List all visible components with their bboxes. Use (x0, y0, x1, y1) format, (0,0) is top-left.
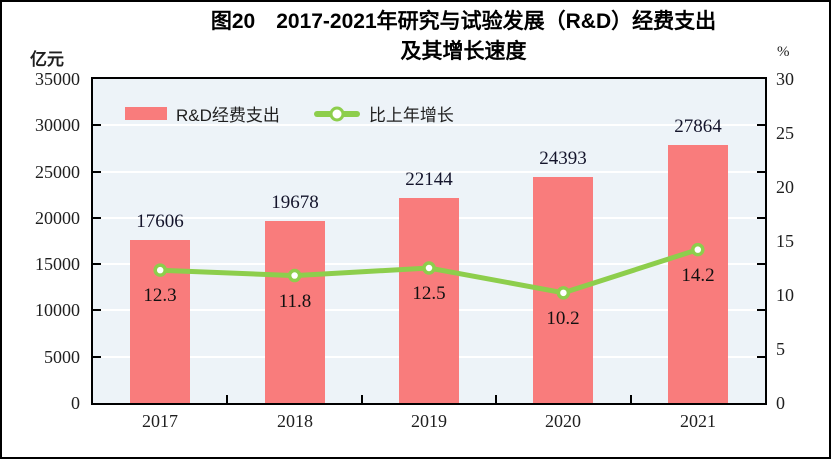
x-axis-label-2017: 2017 (142, 411, 178, 431)
left-axis-tick (93, 171, 101, 173)
growth-marker-2019 (422, 261, 436, 275)
left-axis-tick (93, 124, 101, 126)
growth-line-plot (153, 242, 705, 300)
growth-value-label-2019: 12.5 (412, 283, 446, 304)
bar-value-label-2017: 17606 (136, 211, 184, 232)
right-axis-tick-label: 25 (776, 123, 794, 143)
left-axis-tick (93, 217, 101, 219)
left-axis-tick-label: 30000 (35, 115, 80, 135)
x-axis-label-2020: 2020 (545, 411, 581, 431)
left-axis-tick-label: 15000 (35, 254, 80, 274)
right-axis-tick-label: 10 (776, 285, 794, 305)
bar-2021 (668, 145, 728, 403)
bar-value-label-2019: 22144 (405, 169, 453, 190)
legend-item-growth: 比上年增长 (313, 101, 454, 126)
right-axis-tick-label: 15 (776, 231, 794, 251)
chart-title-line1: 图20 2017-2021年研究与试验发展（R&D）经费支出 (210, 10, 717, 33)
x-axis-label-2019: 2019 (411, 411, 447, 431)
growth-marker-2017 (153, 263, 167, 277)
x-axis-label-2018: 2018 (277, 411, 313, 431)
legend-label-rd-expenditure: R&D经费支出 (176, 106, 280, 125)
right-axis-tick (757, 217, 765, 219)
left-axis-tick-label: 10000 (35, 300, 80, 320)
left-axis-tick-label: 25000 (35, 162, 80, 182)
x-axis-tick (495, 395, 497, 403)
chart-title: 图20 2017-2021年研究与试验发展（R&D）经费支出 及其增长速度 (2, 7, 829, 67)
right-axis-tick (757, 171, 765, 173)
right-axis-unit-label: % (777, 44, 790, 60)
right-axis-tick (757, 124, 765, 126)
bar-2018 (265, 221, 325, 403)
bar-series-swatch-icon (125, 107, 167, 120)
line-marker-icon (329, 106, 345, 121)
right-axis-tick (757, 263, 765, 265)
growth-value-label-2020: 10.2 (546, 308, 580, 329)
x-axis-tick (226, 395, 228, 403)
right-axis-tick-label: 20 (776, 177, 794, 197)
growth-marker-2021 (691, 242, 705, 257)
left-axis-tick-label: 35000 (35, 69, 80, 89)
right-axis-tick-label: 0 (776, 393, 785, 413)
left-axis-tick (93, 263, 101, 265)
bar-2019 (399, 198, 459, 403)
right-axis-tick-label: 30 (776, 69, 794, 89)
left-axis-tick-label: 20000 (35, 208, 80, 228)
left-axis-tick (93, 356, 101, 358)
x-axis-label-2021: 2021 (680, 411, 716, 431)
right-axis-tick (757, 309, 765, 311)
legend: R&D经费支出 比上年增长 (125, 101, 454, 126)
growth-marker-2018 (287, 268, 302, 283)
chart-title-line2: 及其增长速度 (400, 40, 527, 63)
growth-value-label-2017: 12.3 (143, 285, 177, 306)
gridline (93, 124, 765, 126)
line-series-swatch-icon (313, 106, 360, 121)
right-axis-tick-label: 5 (776, 339, 785, 359)
x-axis-tick (361, 395, 363, 403)
left-axis-tick (93, 309, 101, 311)
growth-marker-2020 (556, 286, 571, 300)
left-axis-unit-label: 亿元 (30, 50, 64, 69)
bar-value-label-2021: 27864 (674, 116, 722, 137)
left-axis-tick-label: 5000 (44, 347, 80, 367)
legend-label-growth: 比上年增长 (368, 106, 454, 125)
bar-value-label-2020: 24393 (539, 148, 587, 169)
growth-value-label-2021: 14.2 (681, 265, 715, 286)
right-axis-tick (757, 356, 765, 358)
left-axis-tick-label: 0 (71, 393, 80, 413)
bar-value-label-2018: 19678 (271, 192, 319, 213)
x-axis-tick (630, 395, 632, 403)
legend-item-rd-expenditure: R&D经费支出 (125, 101, 280, 126)
plot-area: R&D经费支出 比上年增长 17606 19678 22144 24393 27864 1… (91, 77, 767, 405)
growth-value-label-2018: 11.8 (278, 291, 312, 312)
gridline (93, 171, 765, 173)
